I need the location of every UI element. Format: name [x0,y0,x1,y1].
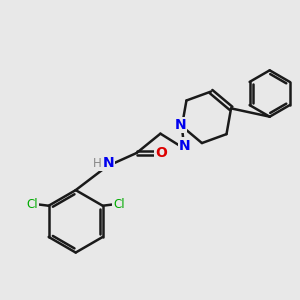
Text: Cl: Cl [26,198,38,211]
Text: H: H [93,158,101,170]
Text: O: O [155,146,167,160]
Text: N: N [179,139,190,152]
Text: N: N [103,156,114,170]
Text: Cl: Cl [113,198,125,211]
Text: N: N [175,118,186,132]
